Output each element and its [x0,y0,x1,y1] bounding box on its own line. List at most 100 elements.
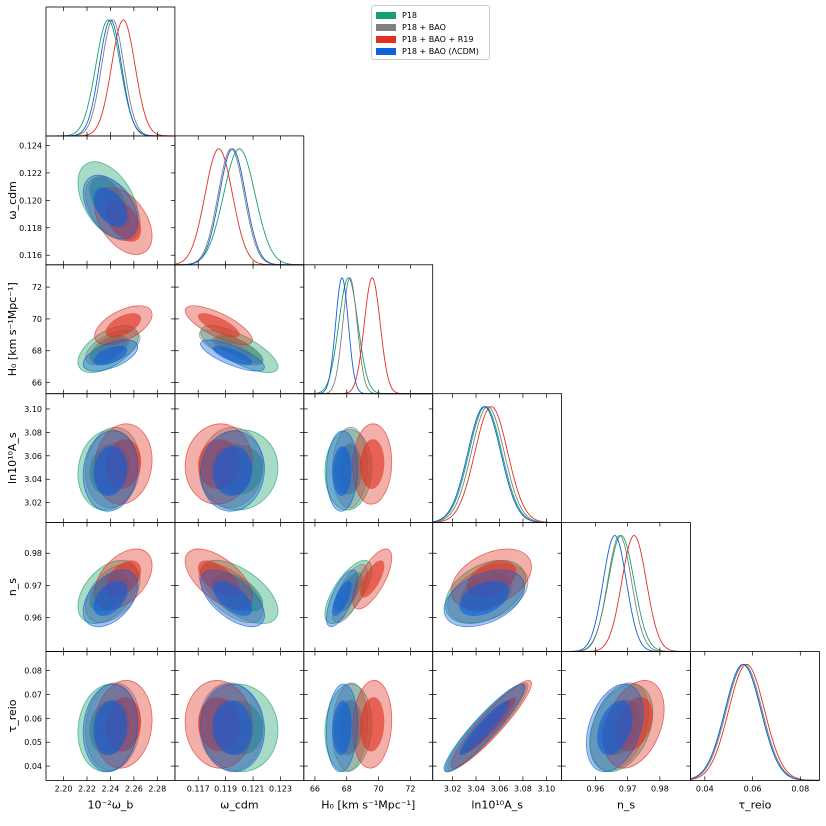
contour-panel [443,548,532,628]
y-tick-label: 0.07 [24,690,42,699]
x-tick-label: 0.06 [744,784,762,793]
contour-panel [585,680,665,773]
contour-68-3 [93,345,128,366]
x-tick-label: 0.96 [587,784,605,793]
y-tick-label: 0.98 [24,549,42,558]
y-axis-label: ω_cdm [6,181,19,219]
x-axis-label: ln10¹⁰A_s [471,798,523,811]
legend-item: P18 [376,9,485,21]
contour-68-3 [212,446,253,496]
marginal-curve-1 [561,534,691,652]
y-tick-label: 0.08 [24,667,42,676]
contour-68-2 [197,313,240,338]
contour-panel [77,423,153,512]
contour-panel [184,305,279,373]
contour-panel [184,423,279,512]
marginal-curve-1 [174,148,304,266]
y-tick-label: 0.06 [24,714,42,723]
marginal-curve-2 [303,277,433,395]
contour-68-3 [93,580,128,616]
marginal-curve-2 [174,148,304,266]
y-tick-label: 0.118 [19,224,42,233]
y-tick-label: 3.06 [24,452,42,461]
x-tick-label: 0.97 [619,784,637,793]
x-axis-label: 10⁻²ω_b [87,798,133,811]
y-tick-label: 0.05 [24,738,42,747]
contour-68-2 [105,313,142,338]
contour-panel [77,680,153,773]
contour-68-3 [212,700,253,756]
legend-label: P18 + BAO (ΛCDM) [402,46,479,56]
x-tick-label: 3.10 [537,784,555,793]
x-tick-label: 3.08 [514,784,532,793]
marginal-curve-3 [303,277,433,395]
x-tick-label: 2.24 [102,784,120,793]
legend-label: P18 + BAO + R19 [402,34,474,44]
x-axis-label: H₀ [km s⁻¹Mpc⁻¹] [321,798,415,811]
y-tick-label: 0.120 [19,196,42,205]
contour-68-3 [332,446,352,496]
legend-item: P18 + BAO (ΛCDM) [376,45,485,57]
y-tick-label: 0.97 [24,581,42,590]
panel-frame [561,522,691,652]
y-tick-label: 68 [32,347,42,356]
y-axis-label: ln10¹⁰A_s [6,432,19,484]
y-tick-label: 3.02 [24,499,42,508]
legend-item: P18 + BAO + R19 [376,33,485,45]
x-tick-label: 0.04 [696,784,714,793]
x-tick-label: 2.28 [148,784,166,793]
y-tick-label: 0.116 [19,251,42,260]
contour-panel [77,161,153,255]
y-tick-label: 3.10 [24,405,42,414]
marginal-curve-1 [690,663,820,781]
legend-swatch [376,47,396,55]
x-tick-label: 70 [374,784,384,793]
x-tick-label: 0.98 [651,784,669,793]
panel-frame [174,135,305,266]
contour-68-2 [360,697,385,752]
legend-item: P18 + BAO [376,21,485,33]
y-axis-label: H₀ [km s⁻¹Mpc⁻¹] [6,282,19,376]
x-tick-label: 3.06 [491,784,509,793]
legend-label: P18 [402,10,418,20]
marginal-curve-0 [46,19,175,137]
contour-68-3 [597,700,633,756]
y-tick-label: 0.124 [19,141,42,150]
y-tick-label: 3.08 [24,428,42,437]
y-tick-label: 66 [32,379,42,388]
contour-68-3 [332,580,352,616]
contour-panel [77,305,153,373]
contour-68-3 [459,700,510,756]
marginal-curve-1 [46,19,175,137]
x-tick-label: 68 [342,784,352,793]
x-axis-label: τ_reio [738,798,771,811]
x-axis-label: n_s [617,798,635,811]
contour-68-2 [360,439,385,489]
legend-swatch [376,11,396,19]
y-tick-label: 0.04 [24,762,42,771]
x-tick-label: 0.117 [187,784,210,793]
contour-panel [184,548,279,628]
x-tick-label: 0.119 [214,784,237,793]
marginal-curve-3 [174,148,304,266]
panel-frame [690,651,820,781]
y-axis-label: n_s [6,578,19,596]
contour-panel [443,680,532,773]
marginal-curve-2 [432,406,562,524]
y-tick-label: 3.04 [24,475,42,484]
legend-swatch [376,35,396,43]
contour-68-3 [93,700,128,756]
marginal-curve-3 [690,663,820,781]
x-tick-label: 72 [405,784,415,793]
panel-frame [303,264,434,395]
contour-panel [324,548,393,628]
x-tick-label: 3.02 [444,784,462,793]
x-tick-label: 0.121 [242,784,265,793]
marginal-curve-0 [174,148,304,266]
y-tick-label: 72 [32,283,42,292]
marginal-curve-1 [303,276,433,395]
contour-panel [77,548,153,628]
y-tick-label: 0.96 [24,614,42,623]
y-axis-label: τ_reio [6,699,19,732]
